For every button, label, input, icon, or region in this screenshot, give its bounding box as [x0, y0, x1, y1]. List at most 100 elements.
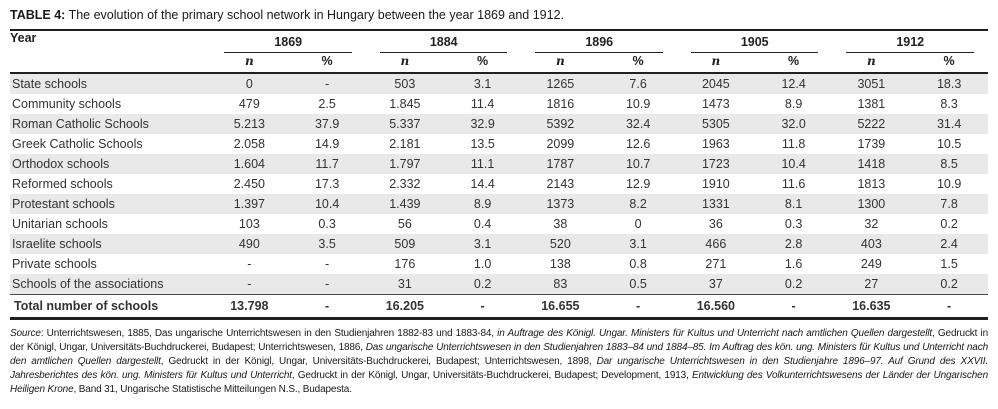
percent-subheader: % [910, 53, 988, 74]
cell-value: 1813 [857, 177, 886, 191]
cell-value: 1.5 [940, 257, 958, 271]
cell-value: 18.3 [936, 77, 962, 91]
cell-value: - [325, 77, 330, 91]
year-header-row: Year 1869 1884 1896 1905 1912 [10, 29, 988, 74]
cell-value: 0.2 [473, 277, 492, 291]
cell-value: 8.1 [784, 197, 803, 211]
row-label: Protestant schools [12, 197, 115, 211]
year-header: 1896 [521, 29, 677, 53]
cell-value: 38 [553, 217, 568, 231]
cell-value: 13.798 [210, 294, 289, 320]
percent-subheader: % [443, 53, 522, 74]
cell-value: 2045 [701, 77, 730, 91]
cell-value: 0.8 [629, 257, 647, 271]
cell-value: 0.2 [940, 277, 958, 291]
cell-value: - [247, 257, 252, 271]
table-row: Orthodox schools 1.604 11.7 1.797 11.1 1787 10… [10, 154, 988, 174]
cell-value: 0.3 [318, 217, 336, 231]
cell-value: - [288, 294, 366, 320]
source-segment-italic: Das ungarische Unterrichtswesen in den S… [10, 341, 988, 367]
cell-value: 17.3 [314, 177, 340, 191]
cell-value: 138 [549, 257, 571, 271]
table-caption: TABLE 4: The evolution of the primary sc… [10, 8, 988, 22]
cell-value: 3051 [857, 77, 886, 91]
cell-value: 14.4 [470, 177, 495, 191]
cell-value: 509 [394, 237, 416, 251]
cell-value: 271 [705, 257, 727, 271]
source-segment: : Unterrichtswesen, 1885, Das ungarische… [40, 328, 498, 339]
cell-value: - [247, 277, 252, 291]
cell-value: 2099 [546, 137, 575, 151]
cell-value: 1739 [857, 137, 886, 151]
cell-value: 3.1 [629, 237, 647, 251]
cell-value: 479 [238, 97, 260, 111]
page: TABLE 4: The evolution of the primary sc… [10, 8, 988, 395]
cell-value: 466 [705, 237, 727, 251]
cell-value: 3.1 [473, 77, 492, 91]
cell-value: 1331 [701, 197, 730, 211]
cell-value: 3.1 [473, 237, 492, 251]
cell-value: 11.8 [781, 137, 806, 151]
source-segment: , Gedruckt in der Königl, Ungar, Univers… [291, 369, 692, 381]
row-label: State schools [12, 77, 88, 91]
source-segment: , Gedruckt in der Königl, Ungar, Univers… [160, 355, 597, 367]
cell-value: 27 [864, 277, 879, 291]
cell-value: 5392 [546, 117, 575, 131]
cell-value: 503 [394, 77, 416, 91]
row-label: Private schools [12, 257, 97, 271]
cell-value: 10.4 [314, 197, 340, 211]
cell-value: 8.9 [784, 97, 803, 111]
year-header-label: 1884 [379, 34, 508, 53]
year-header-label: 1896 [535, 34, 663, 53]
cell-value: 12.9 [625, 177, 651, 191]
cell-value: 32 [864, 217, 879, 231]
cell-value: 32.0 [781, 117, 806, 131]
source-segment: , Band 31, Ungarische Statistische Mitte… [73, 383, 352, 395]
cell-value: 16.655 [521, 294, 600, 320]
source-segment-italic: Entwicklung des Volkunterrichtswesens de… [10, 369, 988, 395]
cell-value: 31.4 [936, 117, 962, 131]
cell-value: 490 [238, 237, 260, 251]
cell-value: 1381 [857, 97, 886, 111]
cell-value: 176 [394, 257, 416, 271]
cell-value: 2.5 [318, 97, 336, 111]
cell-value: 0 [245, 77, 253, 91]
cell-value: 520 [549, 237, 571, 251]
cell-value: 1.397 [233, 197, 265, 211]
row-label: Roman Catholic Schools [12, 117, 149, 131]
cell-value: 1.439 [389, 197, 421, 211]
cell-value: 1265 [546, 77, 575, 91]
cell-value: 1300 [857, 197, 886, 211]
table-caption-text: The evolution of the primary school netw… [65, 8, 565, 22]
cell-value: 32.4 [625, 117, 651, 131]
table-row: Israelite schools 490 3.5 509 3.1 520 3.1 466 2.… [10, 234, 988, 254]
cell-value: 11.4 [470, 97, 495, 111]
cell-value: 10.9 [625, 97, 651, 111]
cell-value: 11.1 [470, 157, 495, 171]
subheader-row: n% n% n% n% n% [10, 53, 988, 74]
cell-value: 37 [708, 277, 723, 291]
cell-value: 10.5 [936, 137, 962, 151]
cell-value: 12.6 [625, 137, 651, 151]
percent-subheader: % [754, 53, 833, 74]
year-header: 1869 [210, 29, 366, 53]
cell-value: - [910, 294, 988, 320]
n-subheader: n [210, 53, 289, 74]
cell-value: 13.5 [470, 137, 495, 151]
cell-value: 249 [860, 257, 882, 271]
year-header-label: 1912 [846, 34, 974, 53]
year-header: 1912 [832, 29, 988, 53]
cell-value: 1723 [701, 157, 730, 171]
cell-value: 3.5 [318, 237, 336, 251]
table-header: Year 1869 1884 1896 1905 1912 n% n% n% n% n% [10, 29, 988, 74]
cell-value: 0.2 [940, 217, 958, 231]
cell-value: 16.205 [365, 294, 444, 320]
cell-value: - [443, 294, 522, 320]
cell-value: - [325, 257, 330, 271]
cell-value: 8.9 [473, 197, 492, 211]
row-label: Greek Catholic Schools [12, 137, 143, 151]
cell-value: 1373 [546, 197, 575, 211]
cell-value: 2.4 [940, 237, 958, 251]
n-subheader: n [365, 53, 444, 74]
cell-value: 2.058 [233, 137, 265, 151]
